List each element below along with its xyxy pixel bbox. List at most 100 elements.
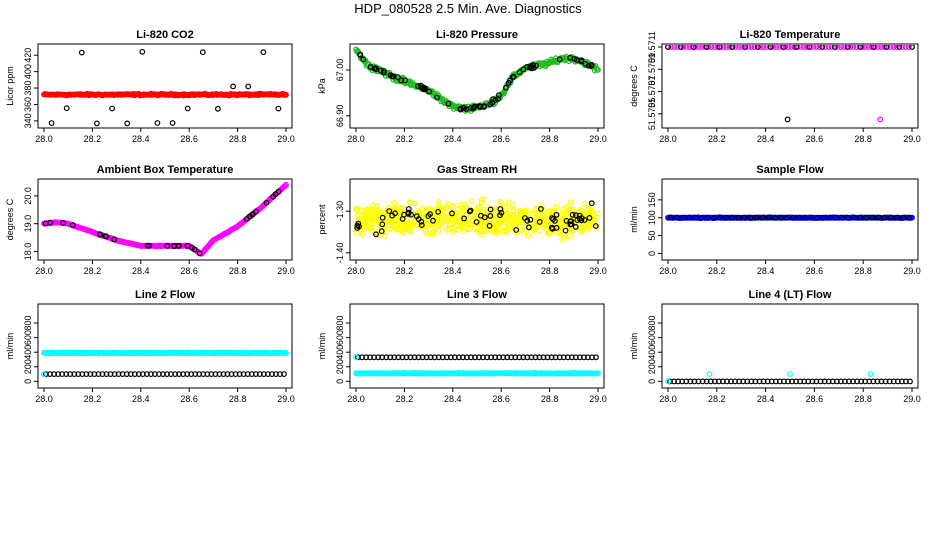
rh-point	[397, 223, 404, 229]
line3-ref-point	[367, 354, 374, 361]
rh-ref-point	[562, 227, 569, 234]
y-tick-label: 67.00	[335, 59, 345, 82]
temp-point	[822, 45, 829, 50]
x-tick-label: 28.2	[396, 134, 414, 144]
data-layer	[353, 196, 601, 243]
pressure-ref-point	[487, 101, 494, 108]
line3-ref-point	[468, 354, 474, 361]
y-tick-label: 360	[23, 97, 33, 112]
rh-point	[581, 200, 587, 207]
line2-ref-point	[281, 371, 287, 378]
sample-flow-ref-point	[887, 214, 894, 221]
line2-ref-point	[256, 371, 263, 378]
x-tick-label: 29.0	[903, 134, 921, 144]
co2-hi-point	[245, 83, 252, 90]
line3-ref-point	[488, 354, 495, 361]
line2-ref-point	[147, 371, 154, 378]
temp-point	[726, 45, 733, 50]
rh-point	[362, 209, 369, 216]
rh-ref-point	[373, 231, 379, 238]
temp-point	[825, 45, 832, 50]
panel-title: Li-820 Temperature	[740, 29, 841, 41]
x-tick-label: 28.4	[757, 266, 775, 276]
line2-ref-point	[220, 371, 227, 378]
rh-point	[394, 227, 401, 233]
x-tick-label: 28.4	[132, 266, 150, 276]
data-layer	[665, 371, 913, 385]
sample-flow-ref-point	[765, 214, 772, 221]
panel-title: Line 4 (LT) Flow	[749, 289, 832, 301]
rh-ref-point	[568, 221, 575, 228]
rh-point	[501, 203, 508, 210]
rh-point	[422, 228, 429, 235]
rh-ref-point	[378, 228, 385, 235]
temp-ref-point	[793, 45, 800, 50]
rh-point	[556, 228, 562, 235]
temp-point	[674, 45, 681, 50]
line2-ref-point	[131, 371, 138, 378]
rh-point	[536, 228, 543, 235]
temp-point	[782, 45, 789, 50]
rh-ref-point	[569, 211, 576, 218]
rh-ref-point	[473, 219, 480, 225]
rh-point	[374, 206, 380, 213]
y-axis-label: ml/min	[317, 333, 327, 360]
line2-ref-point	[63, 371, 70, 378]
temp-point	[680, 45, 687, 50]
y-tick-label: 400	[647, 345, 657, 360]
x-tick-label: 29.0	[589, 134, 607, 144]
x-tick-label: 28.2	[84, 266, 102, 276]
pressure-ref-point	[533, 62, 539, 69]
rh-point	[462, 201, 468, 208]
line3-ref-point	[443, 354, 450, 361]
rh-point	[357, 207, 364, 214]
line2-ref-point	[123, 371, 130, 378]
rh-point	[547, 207, 553, 214]
sample-flow-ref-point	[906, 214, 912, 221]
rh-point	[492, 218, 499, 224]
sample-flow-ref-point	[838, 214, 845, 221]
line2-ref-point	[196, 371, 203, 378]
x-tick-label: 28.2	[396, 394, 414, 404]
rh-point	[514, 220, 521, 227]
temp-point	[859, 45, 866, 50]
line3-start-point	[353, 354, 359, 361]
co2-hi-point	[78, 49, 85, 56]
rh-point	[559, 236, 565, 243]
plot-frame	[661, 178, 919, 261]
temp-ref-point	[883, 45, 890, 50]
temp-point	[770, 45, 776, 50]
sample-flow-ref-point	[692, 214, 699, 221]
sample-flow-ref-point	[735, 214, 742, 221]
temp-point	[683, 45, 690, 50]
rh-point	[365, 214, 372, 221]
sample-flow-ref-point	[704, 214, 711, 221]
x-tick-label: 28.2	[396, 266, 414, 276]
rh-point	[478, 227, 485, 234]
x-tick-label: 28.4	[757, 394, 775, 404]
pressure-ref-point	[418, 82, 424, 89]
rh-point	[520, 229, 527, 236]
y-tick-label: 200	[335, 359, 345, 374]
line3-ref-point	[484, 354, 491, 361]
rh-ref-point	[401, 211, 407, 218]
x-tick-label: 28.2	[708, 394, 726, 404]
rh-point	[578, 228, 585, 235]
sample-flow-ref-point	[790, 214, 796, 221]
y-tick-label: 66.90	[335, 105, 345, 128]
x-tick-label: 28.0	[35, 394, 53, 404]
temp-ref-point	[703, 45, 710, 50]
sample-flow-ref-point	[674, 214, 681, 221]
temp-point	[902, 45, 909, 50]
rh-ref-point	[550, 216, 556, 223]
y-tick-label: 0	[23, 379, 33, 384]
data-layer	[41, 181, 289, 257]
y-tick-label: 420	[23, 48, 33, 63]
temp-point	[791, 45, 798, 50]
rh-ref-point	[513, 227, 520, 233]
temp-outlier-1-point	[784, 116, 791, 123]
line2-start-point	[41, 371, 47, 378]
panel-title: Line 3 Flow	[447, 289, 507, 301]
y-axis-label: Licor ppm	[5, 66, 15, 106]
rh-point	[478, 231, 485, 238]
